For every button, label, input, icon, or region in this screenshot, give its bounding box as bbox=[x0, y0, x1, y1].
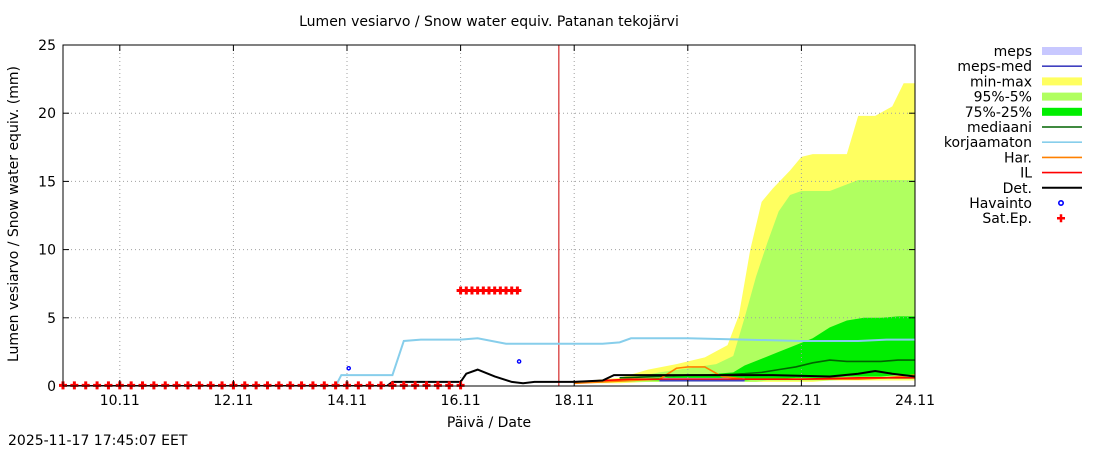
x-tick-label: 14.11 bbox=[327, 393, 367, 409]
satep-marker bbox=[218, 381, 227, 390]
legend-label-mediaani: mediaani bbox=[967, 120, 1032, 136]
legend-swatch-meps bbox=[1042, 47, 1082, 55]
havainto-marker bbox=[346, 365, 352, 371]
satep-marker bbox=[354, 381, 363, 390]
satep-marker bbox=[263, 381, 272, 390]
legend-label-minmax: min-max bbox=[970, 74, 1032, 90]
x-axis-label: Päivä / Date bbox=[447, 415, 531, 431]
x-tick-label: 18.11 bbox=[554, 393, 594, 409]
legend-swatch-minmax bbox=[1042, 77, 1082, 86]
satep-marker bbox=[172, 381, 181, 390]
satep-marker bbox=[445, 381, 454, 390]
y-tick-label: 25 bbox=[38, 38, 56, 54]
satep-marker bbox=[320, 381, 329, 390]
series-line-det bbox=[63, 368, 915, 386]
satep-marker bbox=[411, 381, 420, 390]
satep-marker bbox=[297, 381, 306, 390]
satep-marker bbox=[513, 286, 522, 295]
satep-marker bbox=[183, 381, 192, 390]
legend-swatch-p95-5 bbox=[1042, 92, 1082, 101]
satep-marker bbox=[138, 381, 147, 390]
satep-marker bbox=[388, 381, 397, 390]
series-line-korjaamaton bbox=[63, 337, 915, 386]
legend-label-meps-med: meps-med bbox=[957, 59, 1032, 75]
satep-marker bbox=[331, 381, 340, 390]
satep-marker bbox=[81, 381, 90, 390]
legend-swatch-havainto bbox=[1058, 200, 1065, 207]
x-tick-label: 10.11 bbox=[100, 393, 140, 409]
satep-marker bbox=[377, 381, 386, 390]
satep-marker bbox=[127, 381, 136, 390]
havainto-marker bbox=[516, 359, 522, 364]
satep-marker bbox=[308, 381, 317, 390]
plot-area: 10.11 12.11 14.11 16.11 18.11 20.11 22.11 24.11… bbox=[38, 38, 935, 409]
satep-marker bbox=[206, 381, 215, 390]
y-tick-label: 15 bbox=[38, 174, 56, 190]
satep-marker bbox=[104, 381, 113, 390]
satep-marker bbox=[195, 381, 204, 390]
series-line-il bbox=[574, 377, 915, 383]
legend-label-satep: Sat.Ep. bbox=[982, 211, 1032, 227]
legend-label-har: Har. bbox=[1004, 150, 1032, 166]
legend-label-korjaamaton: korjaamaton bbox=[944, 135, 1032, 151]
band-p75-25 bbox=[631, 316, 915, 381]
satep-marker bbox=[274, 381, 283, 390]
series-line-har bbox=[574, 366, 915, 385]
x-tick-label: 22.11 bbox=[781, 393, 821, 409]
plot-frame bbox=[62, 44, 916, 387]
chart-title: Lumen vesiarvo / Snow water equiv. Patan… bbox=[299, 14, 679, 30]
x-tick-label: 24.11 bbox=[895, 393, 935, 409]
legend-label-meps: meps bbox=[994, 44, 1032, 60]
satep-marker bbox=[149, 381, 158, 390]
y-tick-label: 20 bbox=[38, 106, 56, 122]
x-tick-label: 20.11 bbox=[668, 393, 708, 409]
satep-marker bbox=[422, 381, 431, 390]
legend-label-p75-25: 75%-25% bbox=[965, 105, 1032, 121]
y-tick-label: 0 bbox=[47, 379, 56, 395]
legend-label-il: IL bbox=[1020, 166, 1032, 182]
satep-marker bbox=[286, 381, 295, 390]
y-axis-label: Lumen vesiarvo / Snow water equiv. (mm) bbox=[6, 66, 22, 362]
satep-marker bbox=[252, 381, 261, 390]
y-tick-label: 10 bbox=[38, 243, 56, 259]
legend-label-det: Det. bbox=[1003, 181, 1032, 197]
satep-marker bbox=[365, 381, 374, 390]
legend-swatch-p75-25 bbox=[1042, 107, 1082, 116]
satep-marker bbox=[161, 381, 170, 390]
legend-label-havainto: Havainto bbox=[969, 196, 1032, 212]
legend-swatch-satep bbox=[1057, 214, 1065, 223]
satep-marker bbox=[93, 381, 102, 390]
satep-marker bbox=[240, 381, 249, 390]
legend-label-p95-5: 95%-5% bbox=[974, 90, 1032, 106]
x-tick-label: 16.11 bbox=[441, 393, 481, 409]
satep-marker bbox=[70, 381, 79, 390]
satep-marker bbox=[433, 381, 442, 390]
y-tick-label: 5 bbox=[47, 311, 56, 327]
timestamp: 2025-11-17 17:45:07 EET bbox=[8, 433, 188, 449]
x-tick-label: 12.11 bbox=[213, 393, 253, 409]
satep-marker bbox=[399, 381, 408, 390]
legend: mepsmeps-medmin-max95%-5%75%-25%mediaani… bbox=[944, 44, 1082, 227]
